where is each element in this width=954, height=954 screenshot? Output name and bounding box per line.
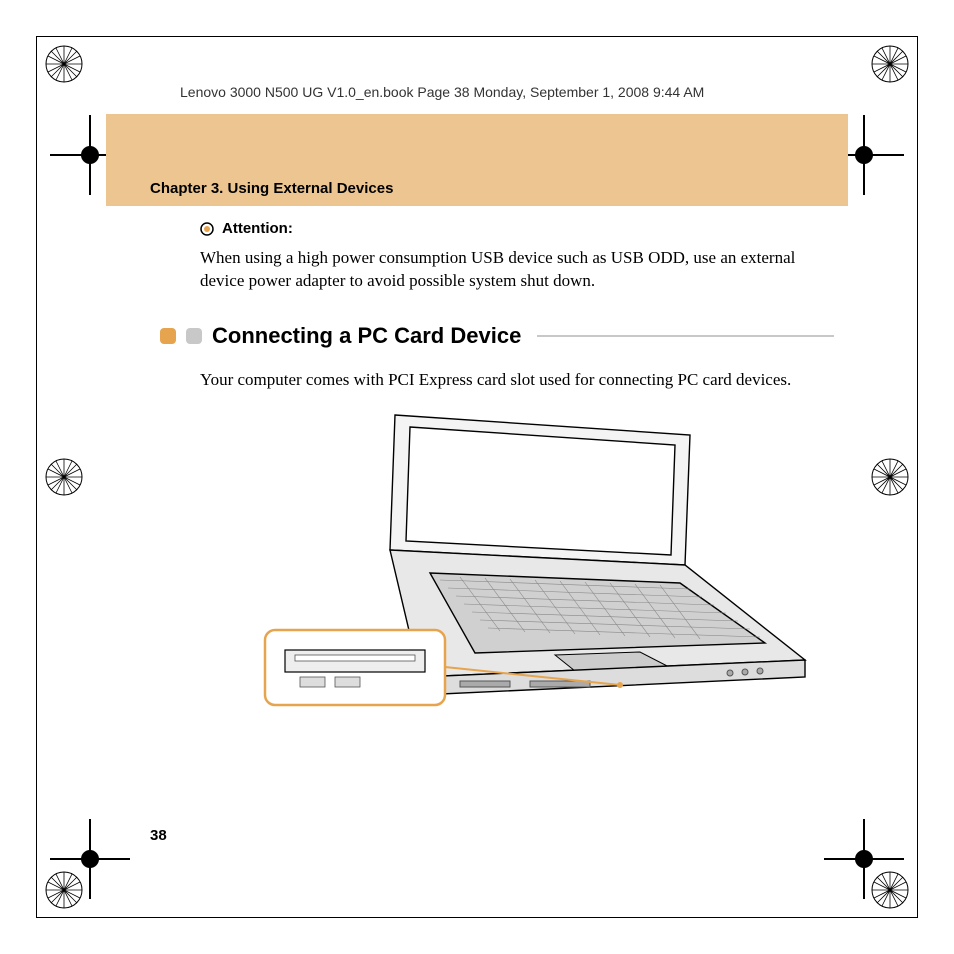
crop-mark-icon bbox=[50, 819, 130, 899]
page-number: 38 bbox=[150, 827, 167, 844]
registration-mark-icon bbox=[34, 34, 94, 94]
heading-square-icon bbox=[186, 328, 202, 344]
attention-body: When using a high power consumption USB … bbox=[200, 247, 834, 293]
chapter-title: Chapter 3. Using External Devices bbox=[150, 180, 393, 197]
heading-rule bbox=[537, 335, 834, 337]
crop-mark-icon bbox=[824, 819, 904, 899]
laptop-illustration bbox=[260, 405, 820, 725]
section-body: Your computer comes with PCI Express car… bbox=[200, 369, 834, 392]
page-content: Attention: When using a high power consu… bbox=[200, 220, 834, 392]
running-head: Lenovo 3000 N500 UG V1.0_en.book Page 38… bbox=[180, 84, 704, 100]
section-heading: Connecting a PC Card Device bbox=[212, 323, 521, 349]
attention-line: Attention: bbox=[200, 220, 834, 237]
heading-square-icon bbox=[160, 328, 176, 344]
registration-mark-icon bbox=[34, 447, 94, 507]
registration-mark-icon bbox=[860, 447, 920, 507]
attention-label: Attention: bbox=[222, 220, 293, 237]
target-bullet-icon bbox=[200, 222, 214, 236]
section-heading-row: Connecting a PC Card Device bbox=[160, 323, 834, 349]
registration-mark-icon bbox=[860, 34, 920, 94]
